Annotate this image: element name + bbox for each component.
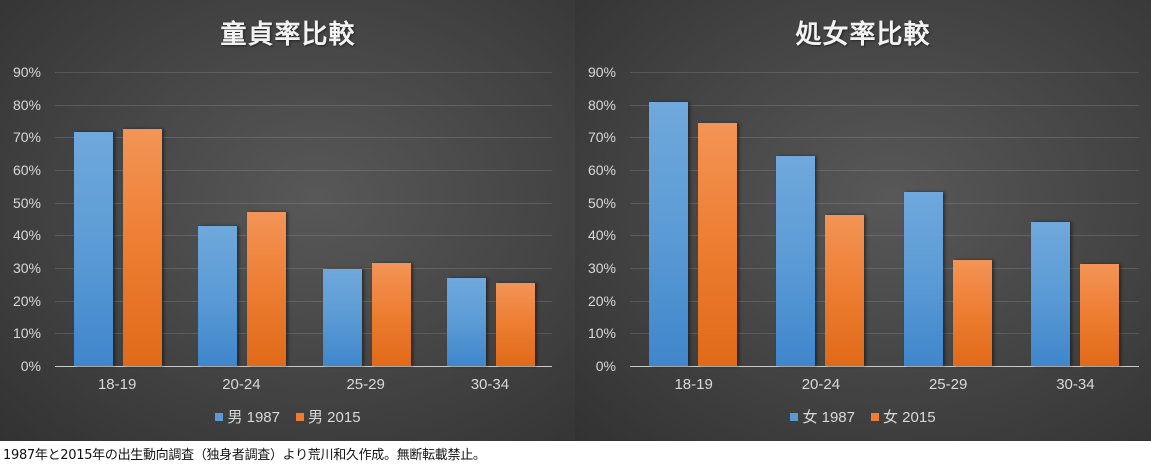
x-tick-label: 18-19: [674, 376, 713, 393]
gridline: [630, 202, 1139, 204]
chart-title: 処女率比較: [795, 20, 931, 50]
gridline: [55, 72, 552, 73]
source-caption: 1987年と2015年の出生動向調査（独身者調査）より荒川和久作成。無断転載禁止…: [3, 448, 486, 463]
legend-label: 女 2015: [883, 409, 936, 426]
legend-label: 男 1987: [227, 409, 280, 426]
chart-virgin-rate-female: 処女率比較 0% 10% 20% 30% 40% 50% 60% 70% 80% 90% 18-19…: [575, 0, 1151, 441]
bar-group-30-34: 30-34: [428, 72, 552, 393]
legend-swatch-orange: [871, 412, 879, 421]
legend-item-1987: 女 1987: [790, 406, 855, 427]
y-tick-label: 30%: [12, 260, 41, 276]
y-tick-label: 90%: [12, 64, 41, 80]
legend-item-2015: 男 2015: [296, 406, 361, 427]
x-tick-label: 25-29: [346, 376, 385, 393]
y-tick-label: 80%: [587, 96, 616, 113]
x-tick-label: 30-34: [470, 376, 510, 393]
bar: [1079, 263, 1119, 366]
x-tick-label: 18-19: [97, 376, 137, 393]
bar-group-18-19: 18-19: [55, 72, 179, 393]
gridline: [55, 300, 552, 302]
plot-area: 0% 10% 20% 30% 40% 50% 60% 70% 80% 90% 18-19 20-24 2…: [588, 64, 1139, 393]
bar: [446, 277, 486, 366]
x-tick-label: 20-24: [801, 376, 841, 393]
y-tick-label: 50%: [587, 194, 616, 211]
gridline: [55, 268, 552, 269]
bar-group-20-24: 20-24: [179, 72, 303, 393]
bar: [1030, 221, 1070, 366]
y-tick-label: 60%: [12, 162, 41, 178]
bar-group-18-19: 18-19: [630, 72, 757, 393]
x-tick-label: 30-34: [1056, 376, 1095, 393]
bar: [247, 212, 287, 366]
legend-item-2015: 女 2015: [871, 406, 936, 427]
bar: [123, 128, 162, 366]
y-tick-label: 20%: [12, 292, 41, 309]
x-axis-line: [55, 366, 552, 367]
y-tick-label: 40%: [587, 227, 616, 244]
y-tick-label: 50%: [12, 194, 41, 211]
gridline: [55, 137, 552, 139]
legend-label: 女 1987: [802, 409, 855, 426]
bar: [825, 214, 865, 366]
gridline: [630, 137, 1139, 139]
bar-group-25-29: 25-29: [304, 72, 428, 393]
chart-virgin-rate-male: 童貞率比較 0% 10% 20% 30% 40% 50% 60% 70% 80% 90% 18-19…: [0, 0, 576, 441]
y-tick-label: 80%: [12, 96, 41, 113]
bar: [649, 101, 688, 366]
y-tick-label: 40%: [12, 227, 41, 244]
gridline: [630, 170, 1139, 171]
bar-group-20-24: 20-24: [757, 72, 884, 393]
bar: [952, 259, 992, 366]
legend: 女 1987 女 2015: [575, 406, 1151, 427]
y-tick-label: 10%: [587, 325, 616, 342]
x-tick-label: 20-24: [222, 376, 261, 393]
gridline: [630, 104, 1139, 106]
y-tick-label: 0%: [20, 358, 41, 374]
bar: [198, 225, 238, 366]
gridline: [55, 235, 552, 237]
gridline: [55, 170, 552, 171]
gridline: [55, 104, 552, 106]
gridline: [55, 333, 552, 335]
y-tick-label: 70%: [12, 129, 41, 146]
bar: [903, 191, 943, 366]
y-tick-label: 10%: [12, 325, 41, 342]
bar: [371, 263, 411, 366]
bar-group-30-34: 30-34: [1012, 72, 1139, 393]
gridline: [630, 333, 1139, 335]
gridline: [55, 202, 552, 204]
gridline: [630, 72, 1139, 73]
legend-item-1987: 男 1987: [215, 406, 280, 427]
x-axis-line: [630, 366, 1139, 367]
x-tick-label: 25-29: [928, 376, 968, 393]
legend-label: 男 2015: [308, 409, 361, 426]
bar: [74, 132, 113, 366]
gridline: [630, 268, 1139, 269]
y-tick-label: 0%: [595, 358, 616, 374]
chart-title: 童貞率比較: [220, 20, 356, 50]
legend: 男 1987 男 2015: [0, 406, 576, 427]
bar: [698, 122, 737, 366]
legend-swatch-orange: [296, 412, 304, 421]
y-tick-label: 90%: [587, 64, 616, 80]
bar: [495, 282, 535, 366]
plot-area: 0% 10% 20% 30% 40% 50% 60% 70% 80% 90% 18-19 20-24 2…: [13, 64, 552, 393]
y-tick-label: 30%: [587, 260, 616, 276]
bar: [322, 268, 362, 366]
y-tick-label: 70%: [587, 129, 616, 146]
gridline: [630, 235, 1139, 237]
y-tick-label: 20%: [587, 292, 616, 309]
legend-swatch-blue: [790, 412, 799, 421]
y-tick-label: 60%: [587, 162, 616, 178]
bar-group-25-29: 25-29: [885, 72, 1012, 393]
bar: [776, 155, 816, 366]
legend-swatch-blue: [215, 412, 224, 421]
gridline: [630, 300, 1139, 302]
